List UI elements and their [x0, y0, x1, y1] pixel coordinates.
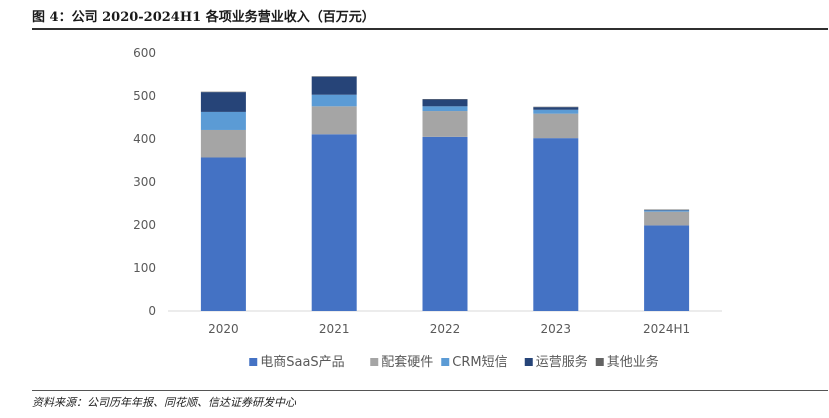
legend-swatch: [370, 358, 379, 366]
bar-segment: [200, 129, 246, 158]
legend-swatch: [441, 358, 450, 366]
bar-segment: [311, 134, 357, 311]
bar-segment: [644, 210, 690, 212]
y-tick-label: 500: [133, 89, 156, 103]
legend-label: 运营服务: [536, 354, 588, 370]
bar-segment: [311, 94, 357, 107]
x-tick-label: 2020: [208, 322, 239, 336]
title-divider: [32, 28, 828, 30]
y-tick-label: 300: [133, 175, 156, 189]
x-tick-label: 2023: [541, 322, 572, 336]
legend-swatch: [524, 358, 533, 366]
y-tick-label: 200: [133, 218, 156, 232]
source-divider: [32, 390, 828, 391]
legend-swatch: [249, 358, 258, 366]
bar-segment: [311, 106, 357, 135]
bar-segment: [533, 138, 579, 311]
legend-label: 配套硬件: [381, 354, 433, 370]
figure-title: 图 4：公司 2020-2024H1 各项业务营业收入（百万元）: [32, 10, 375, 25]
bar-segment: [422, 111, 468, 137]
x-tick-label: 2022: [430, 322, 461, 336]
bar-segment: [311, 76, 357, 95]
bar-segment: [422, 99, 468, 107]
legend-swatch: [595, 358, 604, 366]
bar-segment: [533, 113, 579, 139]
source-note: 资料来源：公司历年年报、同花顺、信达证券研发中心: [32, 396, 296, 409]
y-tick-label: 600: [133, 46, 156, 60]
bar-segment: [533, 109, 579, 114]
legend-label: 电商SaaS产品: [260, 355, 344, 370]
bar-segment: [422, 136, 468, 311]
bar-segment: [644, 225, 690, 311]
bar-segment: [533, 107, 579, 110]
y-tick-label: 400: [133, 132, 156, 146]
y-tick-label: 0: [148, 304, 156, 318]
x-tick-label: 2021: [319, 322, 350, 336]
legend-label: 其他业务: [607, 354, 659, 370]
x-tick-label: 2024H1: [643, 322, 690, 336]
legend-label: CRM短信: [452, 355, 507, 370]
y-tick-label: 100: [133, 261, 156, 275]
bar-segment: [200, 111, 246, 130]
bar-segment: [644, 211, 690, 226]
stacked-bar-chart: 0 100 200 300 400 500 600 2020 2021 2022 2023 2024H…: [133, 46, 722, 370]
bar-segment: [200, 92, 246, 112]
bar-segment: [200, 157, 246, 311]
bar-segment: [422, 106, 468, 112]
